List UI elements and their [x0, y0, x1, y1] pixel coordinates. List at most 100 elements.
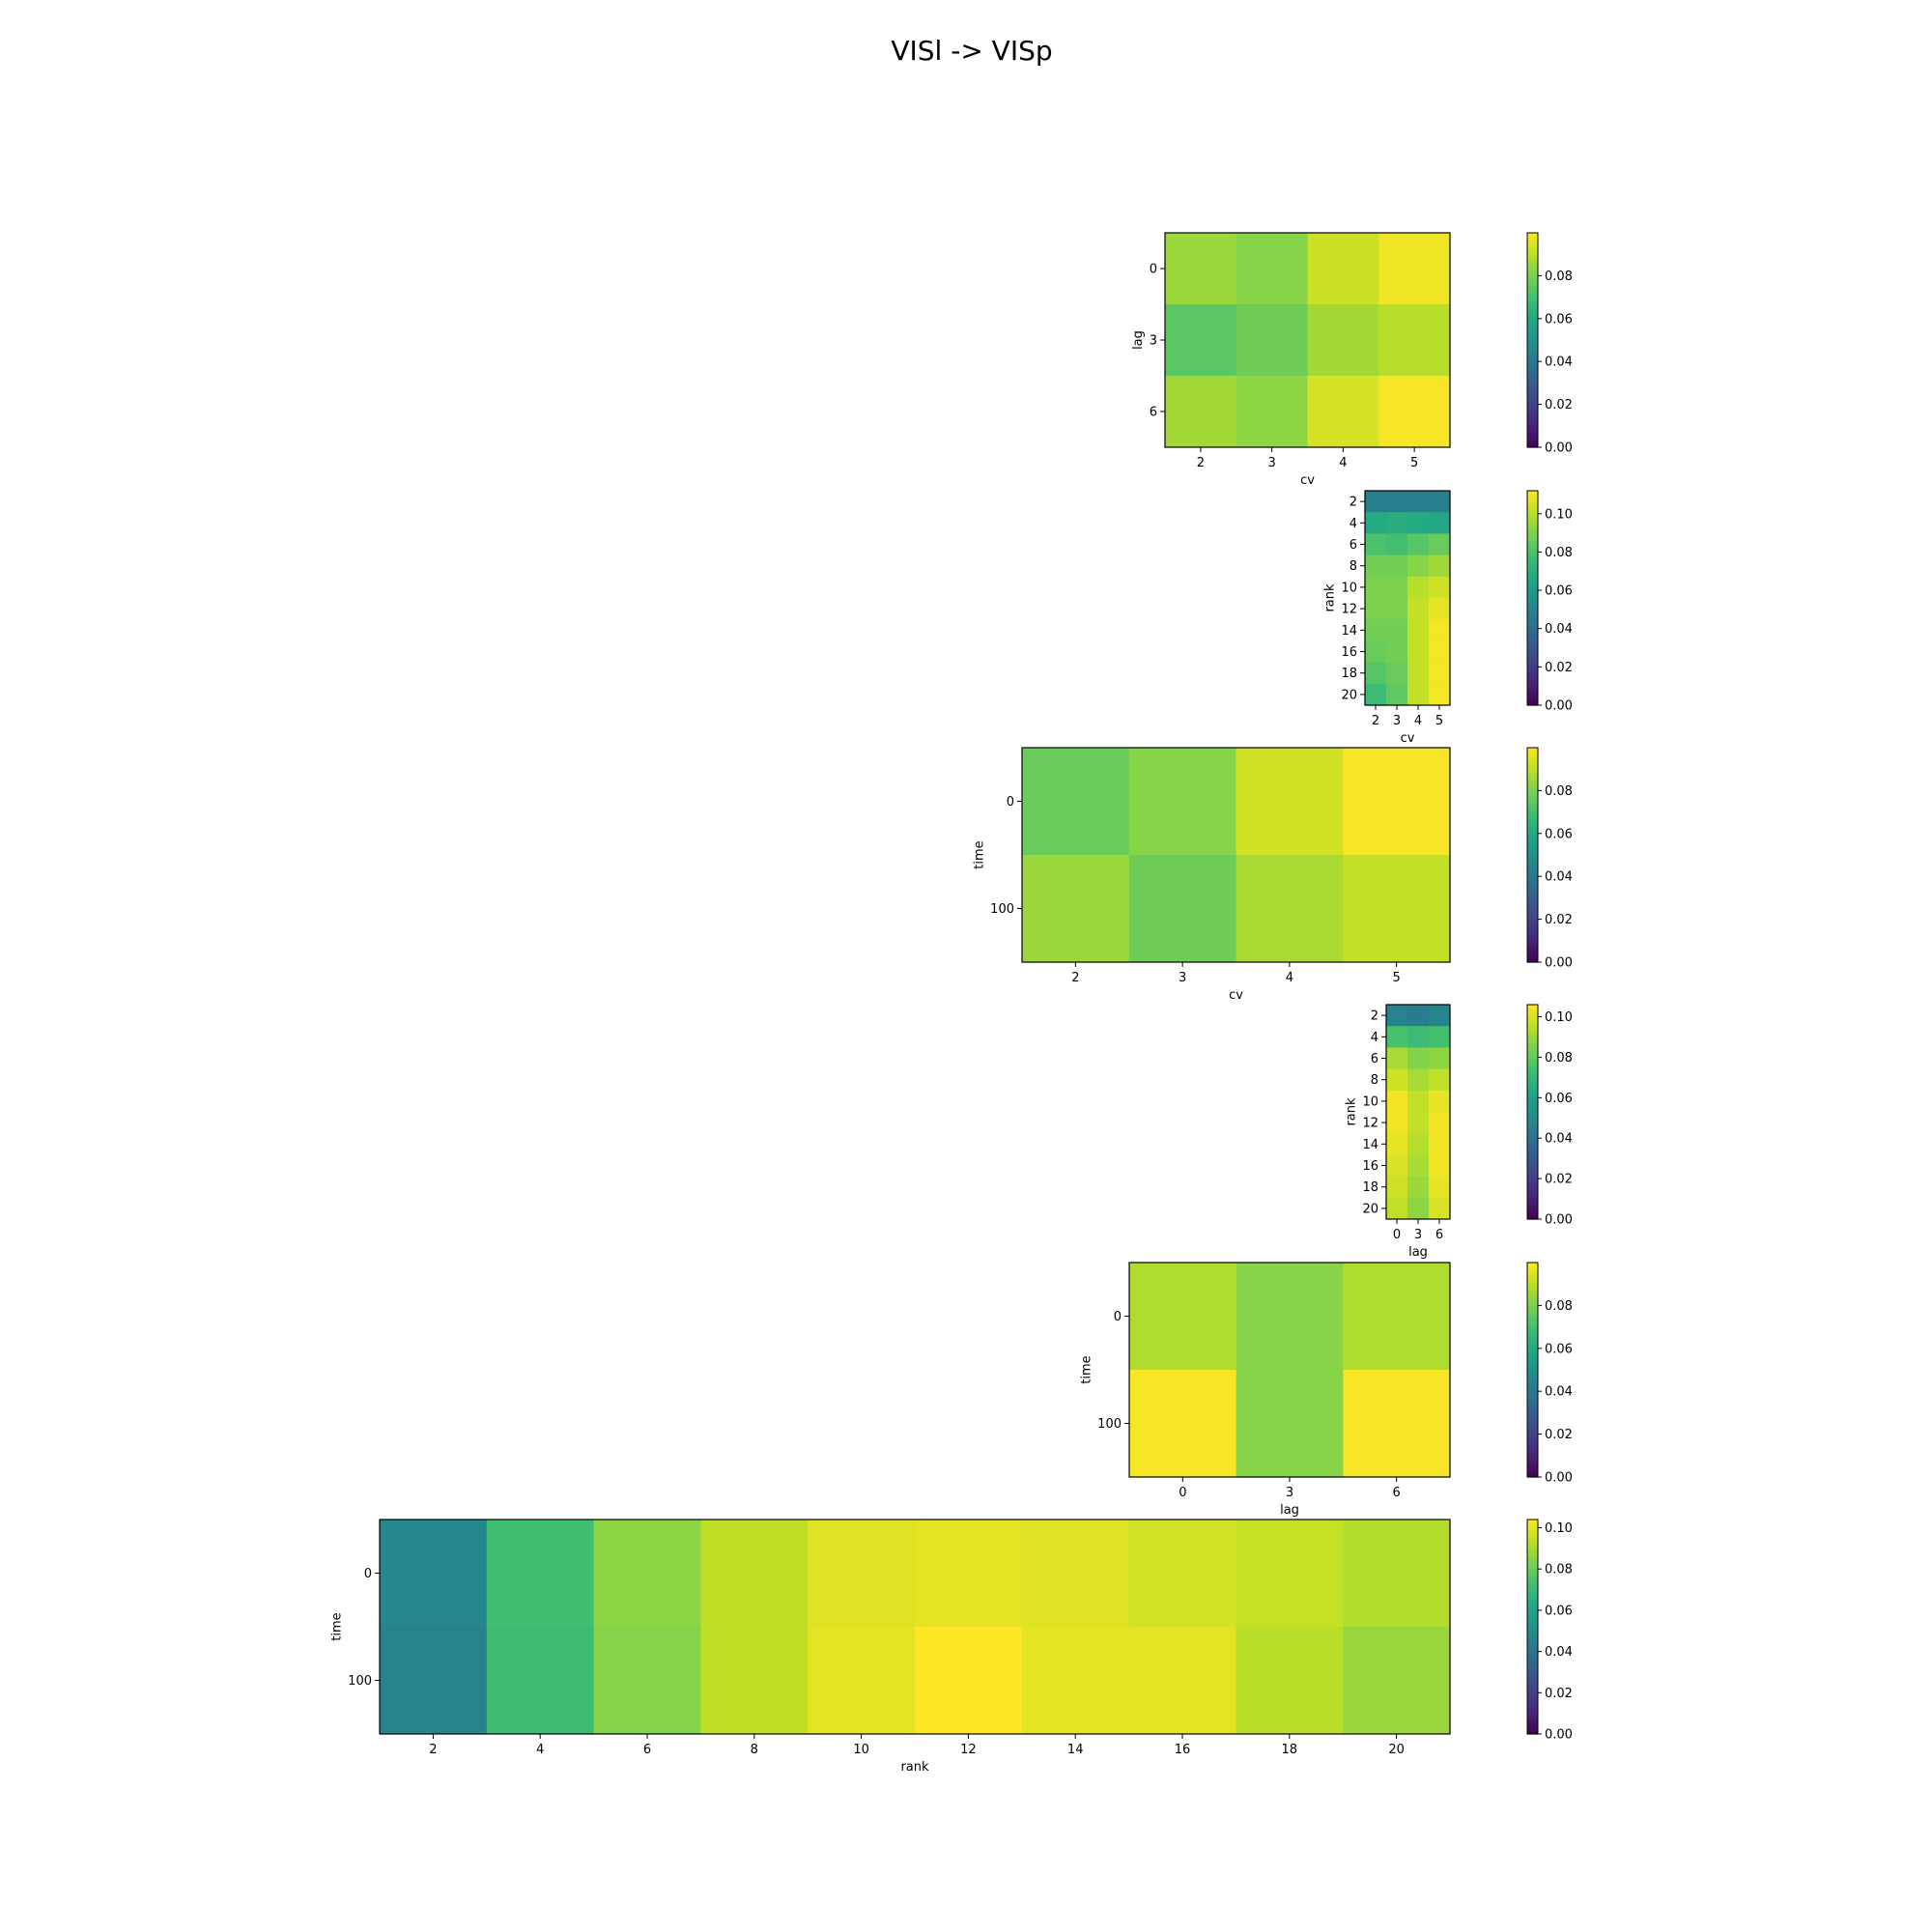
heatmap-cell-0-5: [1378, 233, 1451, 305]
colorbar-segment: [1527, 605, 1538, 610]
colorbar-segment: [1527, 887, 1538, 892]
colorbar-segment: [1527, 658, 1538, 664]
x-tick-label: 3: [1179, 971, 1186, 985]
colorbar-segment: [1527, 540, 1538, 546]
colorbar-tick-label: 0.06: [1545, 584, 1573, 599]
colorbar-segment: [1527, 265, 1538, 270]
colorbar-segment: [1527, 425, 1538, 431]
colorbar-segment: [1527, 1659, 1538, 1663]
colorbar-segment: [1527, 551, 1538, 556]
colorbar-segment: [1527, 619, 1538, 624]
colorbar-segment: [1527, 1544, 1538, 1549]
colorbar-tick-label: 0.04: [1545, 1132, 1573, 1147]
heatmap-cell-20-6: [1429, 1197, 1451, 1220]
colorbar-segment: [1527, 811, 1538, 816]
colorbar-segment: [1527, 797, 1538, 803]
colorbar-segment: [1527, 343, 1538, 348]
colorbar-segment: [1527, 1551, 1538, 1556]
heatmap-cell-0-18: [1236, 1520, 1344, 1628]
colorbar-segment: [1527, 1022, 1538, 1027]
y-tick-label: 20: [1341, 688, 1357, 702]
colorbar-frame: [1526, 1004, 1539, 1220]
colorbar-segment: [1527, 1158, 1538, 1163]
colorbar-segment: [1527, 1062, 1538, 1066]
x-tick-label: 3: [1286, 1486, 1293, 1500]
colorbar-segment: [1527, 1423, 1538, 1428]
heatmap-cell-100-2: [1022, 855, 1130, 963]
colorbar-segment: [1527, 833, 1538, 838]
colorbar-segment: [1527, 1133, 1538, 1138]
colorbar-segment: [1527, 1054, 1538, 1060]
colorbar-segment: [1527, 1520, 1538, 1524]
heatmap-cell-0-3: [1236, 233, 1308, 305]
colorbar-segment: [1527, 1469, 1538, 1474]
colorbar-segment: [1527, 537, 1538, 542]
colorbar-tick-label: 0.00: [1545, 1728, 1573, 1743]
colorbar-segment: [1527, 1100, 1538, 1106]
colorbar-segment: [1527, 1355, 1538, 1360]
colorbar-segment: [1527, 1165, 1538, 1170]
heatmap-cell-18-3: [1386, 662, 1408, 685]
y-tick-label: 100: [348, 1674, 372, 1689]
colorbar-segment: [1527, 1430, 1538, 1435]
colorbar-segment: [1527, 315, 1538, 320]
colorbar-segment: [1527, 1583, 1538, 1588]
colorbar-segment: [1527, 1008, 1538, 1012]
colorbar-segment: [1527, 1391, 1538, 1396]
heatmap-cell-0-4: [486, 1520, 595, 1628]
colorbar-segment: [1527, 497, 1538, 502]
colorbar-segment: [1527, 840, 1538, 845]
colorbar-segment: [1527, 948, 1538, 952]
colorbar-segment: [1527, 1370, 1538, 1375]
colorbar-segment: [1527, 1108, 1538, 1113]
colorbar-segment: [1527, 748, 1538, 753]
heatmap-cell-18-4: [1407, 662, 1430, 685]
heatmap-cell-10-6: [1429, 1090, 1451, 1113]
colorbar-segment: [1527, 250, 1538, 255]
colorbar: 0.00 0.02 0.04 0.06 0.08 0.10: [1526, 1519, 1573, 1743]
colorbar-segment: [1527, 1033, 1538, 1037]
colorbar-segment: [1527, 240, 1538, 244]
colorbar-segment: [1527, 1280, 1538, 1285]
colorbar-segment: [1527, 1719, 1538, 1724]
colorbar-segment: [1527, 819, 1538, 824]
colorbar-segment: [1527, 1526, 1538, 1531]
colorbar-segment: [1527, 1562, 1538, 1567]
heatmap-cell-6-3: [1236, 376, 1308, 448]
colorbar-segment: [1527, 808, 1538, 813]
x-tick-label: 2: [429, 1743, 437, 1757]
colorbar-segment: [1527, 1348, 1538, 1353]
colorbar-segment: [1527, 772, 1538, 778]
heatmap-frame: [1021, 747, 1451, 963]
colorbar-segment: [1527, 904, 1538, 910]
colorbar-segment: [1527, 1680, 1538, 1685]
heatmap-cell-3-5: [1378, 304, 1451, 377]
colorbar-tick-label: 0.06: [1545, 1092, 1573, 1106]
colorbar-segment: [1527, 611, 1538, 617]
colorbar-segment: [1527, 1154, 1538, 1159]
heatmap-cell-16-5: [1429, 640, 1451, 664]
colorbar-segment: [1527, 1122, 1538, 1127]
y-tick-label: 12: [1341, 603, 1357, 617]
colorbar-segment: [1527, 1716, 1538, 1720]
y-axis-label: lag: [1131, 330, 1146, 350]
y-tick-label: 0: [364, 1567, 372, 1581]
colorbar-segment: [1527, 304, 1538, 309]
heatmap-cell-0-2: [1022, 748, 1130, 856]
colorbar-segment: [1527, 872, 1538, 877]
x-axis-label: lag: [1280, 1503, 1299, 1518]
colorbar-segment: [1527, 1380, 1538, 1385]
colorbar-segment: [1527, 1076, 1538, 1081]
colorbar-segment: [1527, 1291, 1538, 1295]
heatmap-cell-2-6: [1429, 1005, 1451, 1027]
colorbar-segment: [1527, 1186, 1538, 1191]
colorbar-tick-label: 0.04: [1545, 622, 1573, 637]
colorbar-segment: [1527, 548, 1538, 553]
heatmap-cell-2-2: [1365, 491, 1387, 513]
colorbar-segment: [1527, 894, 1538, 898]
colorbar-segment: [1527, 1037, 1538, 1041]
colorbar-segment: [1527, 529, 1538, 534]
colorbar-segment: [1527, 1068, 1538, 1073]
colorbar-segment: [1527, 908, 1538, 913]
